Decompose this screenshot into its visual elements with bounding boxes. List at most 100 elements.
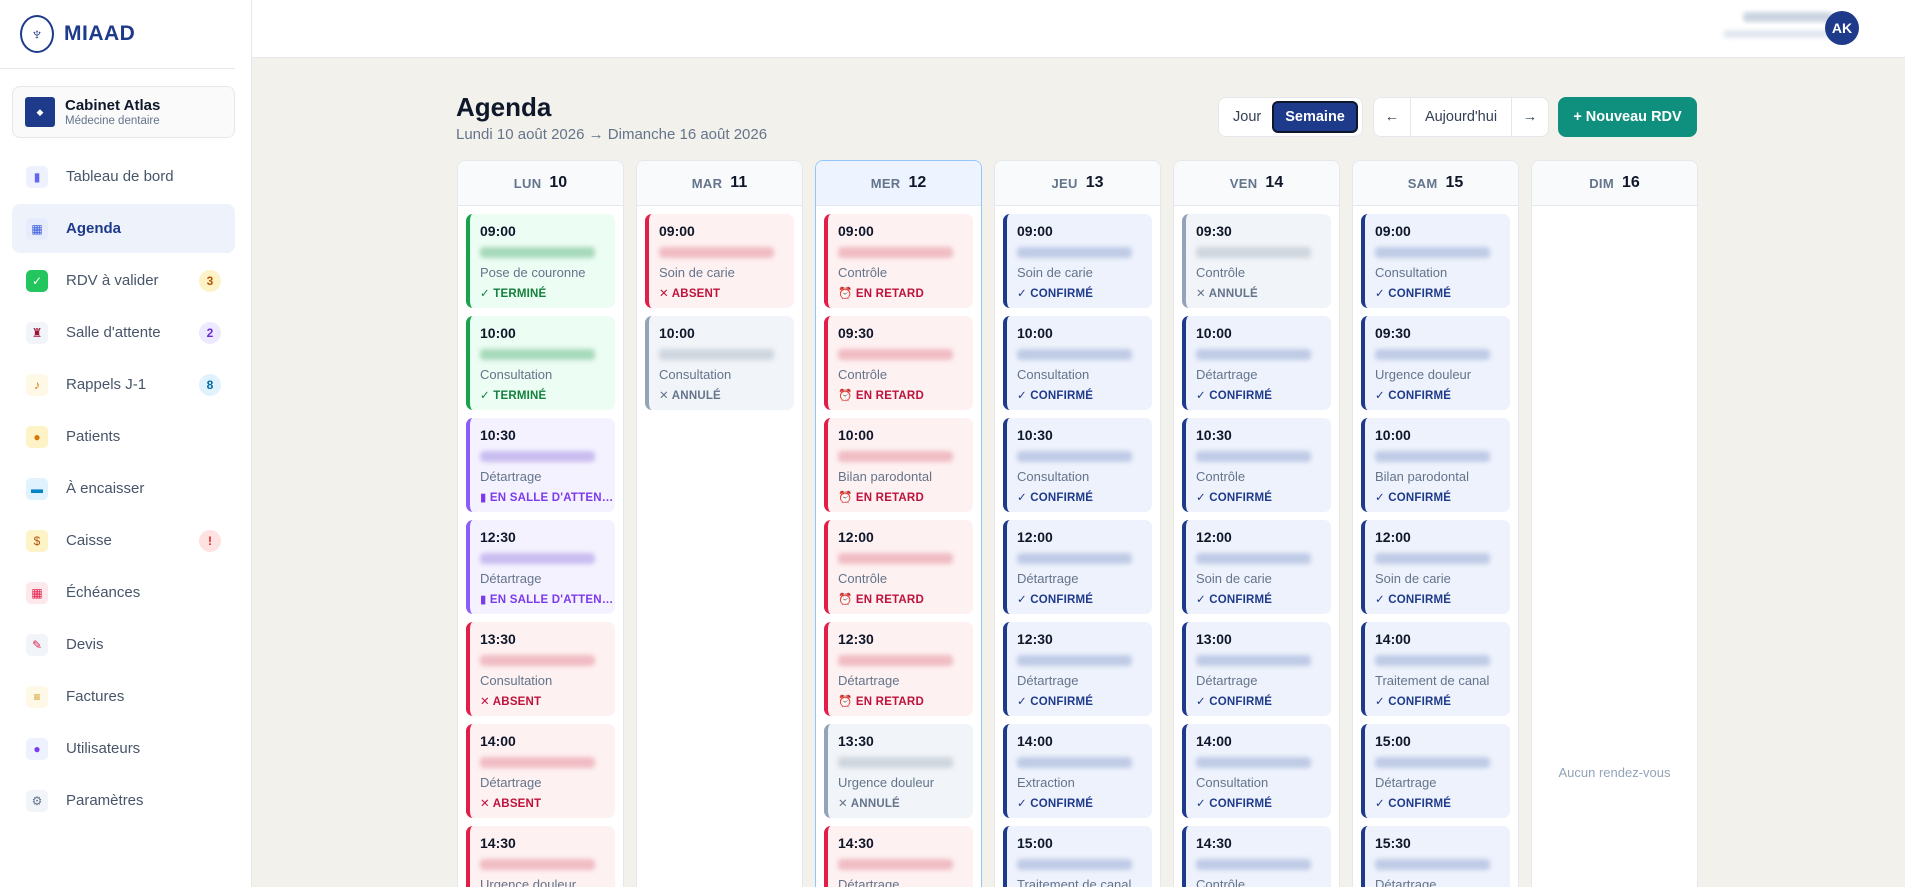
- day-header[interactable]: VEN 14: [1174, 161, 1339, 206]
- day-column[interactable]: JEU 13 09:00 Soin de carie ✓ CONFIRMÉ 10:00 Co…: [994, 160, 1161, 887]
- status-badge: ✓ CONFIRMÉ: [1375, 594, 1452, 606]
- chair-icon: ♜: [26, 321, 48, 344]
- appointment-card[interactable]: 10:00 Consultation ✕ ANNULÉ: [645, 316, 794, 410]
- appointment-card[interactable]: 12:00 Détartrage ✓ CONFIRMÉ: [1003, 520, 1152, 614]
- day-number: 11: [730, 174, 748, 191]
- appointment-card[interactable]: 09:00 Soin de carie ✕ ABSENT: [645, 214, 794, 308]
- day-name: LUN: [513, 175, 542, 191]
- appointment-card[interactable]: 14:00 Traitement de canal ✓ CONFIRMÉ: [1361, 622, 1510, 716]
- appointment-card[interactable]: 13:00 Détartrage ✓ CONFIRMÉ: [1182, 622, 1331, 716]
- appointment-card[interactable]: 10:00 Détartrage ✓ CONFIRMÉ: [1182, 316, 1331, 410]
- day-header[interactable]: MAR 11: [637, 161, 802, 206]
- date-navigation: ← Aujourd'hui →: [1373, 97, 1549, 137]
- appointment-type: Consultation: [1196, 775, 1269, 790]
- day-column[interactable]: VEN 14 09:30 Contrôle ✕ ANNULÉ 10:00 Détartrag…: [1173, 160, 1340, 887]
- sidebar-item-rdv-a-valider[interactable]: ✓ RDV à valider 3: [12, 256, 235, 305]
- day-column[interactable]: MER 12 09:00 Contrôle ⏰ EN RETARD 09:30 Contrô…: [815, 160, 982, 887]
- appointment-card[interactable]: 15:00 Détartrage ✓ CONFIRMÉ: [1361, 724, 1510, 818]
- day-header[interactable]: JEU 13: [995, 161, 1160, 206]
- appointment-type: Traitement de canal: [1017, 877, 1132, 887]
- appointment-card[interactable]: 10:30 Consultation ✓ CONFIRMÉ: [1003, 418, 1152, 512]
- view-day-button[interactable]: Jour: [1233, 109, 1262, 125]
- sidebar-item-utilisateurs[interactable]: ● Utilisateurs: [12, 724, 235, 773]
- appointment-card[interactable]: 12:00 Soin de carie ✓ CONFIRMÉ: [1361, 520, 1510, 614]
- cabinet-switcher[interactable]: ◆ Cabinet Atlas Médecine dentaire: [12, 86, 235, 138]
- day-column[interactable]: MAR 11 09:00 Soin de carie ✕ ABSENT 10:00 Cons…: [636, 160, 803, 887]
- sidebar-item-parametres[interactable]: ⚙ Paramètres: [12, 776, 235, 825]
- appointment-time: 12:00: [1375, 529, 1411, 545]
- day-name: VEN: [1229, 175, 1258, 191]
- day-header[interactable]: LUN 10: [458, 161, 623, 206]
- appointment-card[interactable]: 10:30 Détartrage ▮ EN SALLE D'ATTENTE: [466, 418, 615, 512]
- appointment-type: Consultation: [659, 367, 732, 382]
- appointment-time: 09:30: [1196, 223, 1232, 239]
- day-column[interactable]: SAM 15 09:00 Consultation ✓ CONFIRMÉ 09:30 Urg…: [1352, 160, 1519, 887]
- appointment-card[interactable]: 10:00 Bilan parodontal ✓ CONFIRMÉ: [1361, 418, 1510, 512]
- logo[interactable]: ♆ MIAAD: [0, 0, 235, 69]
- day-header[interactable]: MER 12: [816, 161, 981, 206]
- day-number: 16: [1621, 174, 1640, 191]
- view-week-button[interactable]: Semaine: [1272, 101, 1358, 133]
- day-header[interactable]: SAM 15: [1353, 161, 1518, 206]
- sidebar-item-rappels-j-1[interactable]: ♪ Rappels J-1 8: [12, 360, 235, 409]
- appointment-card[interactable]: 14:00 Consultation ✓ CONFIRMÉ: [1182, 724, 1331, 818]
- status-badge: ✕ ABSENT: [659, 288, 721, 300]
- sidebar-item-a-encaisser[interactable]: ▬ À encaisser: [12, 464, 235, 513]
- today-button[interactable]: Aujourd'hui: [1410, 98, 1512, 136]
- new-appointment-button[interactable]: + Nouveau RDV: [1558, 97, 1697, 137]
- sidebar-item-patients[interactable]: ● Patients: [12, 412, 235, 461]
- appointment-card[interactable]: 10:00 Bilan parodontal ⏰ EN RETARD: [824, 418, 973, 512]
- sidebar-item-devis[interactable]: ✎ Devis: [12, 620, 235, 669]
- appointment-card[interactable]: 09:30 Contrôle ✕ ANNULÉ: [1182, 214, 1331, 308]
- appointment-card[interactable]: 09:00 Contrôle ⏰ EN RETARD: [824, 214, 973, 308]
- status-badge: ✓ CONFIRMÉ: [1196, 390, 1273, 402]
- appointment-card[interactable]: 10:30 Contrôle ✓ CONFIRMÉ: [1182, 418, 1331, 512]
- patient-name-blurred: [1375, 655, 1490, 666]
- sidebar-item-salle-d-attente[interactable]: ♜ Salle d'attente 2: [12, 308, 235, 357]
- sidebar-item-caisse[interactable]: $ Caisse!: [12, 516, 235, 565]
- patient-name-blurred: [1375, 247, 1490, 258]
- appointment-time: 13:00: [1196, 631, 1232, 647]
- appointment-card[interactable]: 10:00 Consultation ✓ TERMINÉ: [466, 316, 615, 410]
- day-column[interactable]: DIM 16 Aucun rendez-vous: [1531, 160, 1698, 887]
- appointment-card[interactable]: 14:00 Détartrage ✕ ABSENT: [466, 724, 615, 818]
- appointment-card[interactable]: 09:00 Soin de carie ✓ CONFIRMÉ: [1003, 214, 1152, 308]
- appointment-type: Bilan parodontal: [1375, 469, 1469, 484]
- appointment-card[interactable]: 12:30 Détartrage ✓ CONFIRMÉ: [1003, 622, 1152, 716]
- appointment-card[interactable]: 12:30 Détartrage ▮ EN SALLE D'ATTENTE: [466, 520, 615, 614]
- appointment-card[interactable]: 14:00 Extraction ✓ CONFIRMÉ: [1003, 724, 1152, 818]
- appointment-card[interactable]: 09:30 Urgence douleur ✓ CONFIRMÉ: [1361, 316, 1510, 410]
- appointment-card[interactable]: 13:30 Consultation ✕ ABSENT: [466, 622, 615, 716]
- appointment-card[interactable]: 12:30 Détartrage ⏰ EN RETARD: [824, 622, 973, 716]
- sidebar-item-factures[interactable]: ≡ Factures: [12, 672, 235, 721]
- day-column[interactable]: LUN 10 09:00 Pose de couronne ✓ TERMINÉ 10:00…: [457, 160, 624, 887]
- appointment-card[interactable]: 09:00 Consultation ✓ CONFIRMÉ: [1361, 214, 1510, 308]
- avatar[interactable]: AK: [1825, 11, 1859, 45]
- appointment-card[interactable]: 09:00 Pose de couronne ✓ TERMINÉ: [466, 214, 615, 308]
- sidebar-item-agenda[interactable]: ▦ Agenda: [12, 204, 235, 253]
- appointment-card[interactable]: 12:00 Soin de carie ✓ CONFIRMÉ: [1182, 520, 1331, 614]
- sidebar-item-echeances[interactable]: ▦ Échéances: [12, 568, 235, 617]
- patient-name-blurred: [1196, 655, 1311, 666]
- day-header[interactable]: DIM 16: [1532, 161, 1697, 206]
- sidebar-item-tableau-de-bord[interactable]: ▮ Tableau de bord: [12, 152, 235, 201]
- sidebar-item-label: Utilisateurs: [66, 740, 141, 757]
- appointment-card[interactable]: 10:00 Consultation ✓ CONFIRMÉ: [1003, 316, 1152, 410]
- appointment-card[interactable]: 12:00 Contrôle ⏰ EN RETARD: [824, 520, 973, 614]
- appointment-card[interactable]: 09:30 Contrôle ⏰ EN RETARD: [824, 316, 973, 410]
- status-badge: ✓ CONFIRMÉ: [1196, 696, 1273, 708]
- next-week-button[interactable]: →: [1522, 109, 1538, 125]
- patient-name-blurred: [838, 553, 953, 564]
- appointment-time: 15:30: [1375, 835, 1411, 851]
- prev-week-button[interactable]: ←: [1384, 109, 1400, 125]
- patient-name-blurred: [838, 757, 953, 768]
- appointment-type: Détartrage: [1375, 775, 1437, 790]
- appointment-time: 13:30: [480, 631, 516, 647]
- users-icon: ●: [26, 737, 48, 760]
- appointment-card[interactable]: 13:30 Urgence douleur ✕ ANNULÉ: [824, 724, 973, 818]
